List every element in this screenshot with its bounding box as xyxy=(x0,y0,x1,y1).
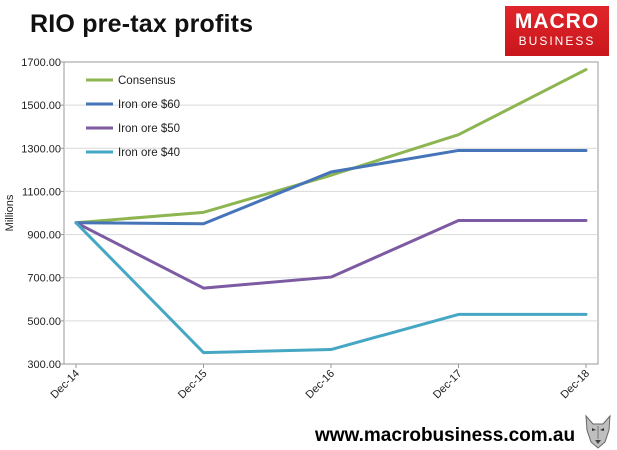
logo-line-1: MACRO xyxy=(514,10,600,33)
y-tick-label: 1300.00 xyxy=(21,143,61,155)
y-tick-label: 1500.00 xyxy=(21,100,61,112)
legend-label: Consensus xyxy=(118,75,176,87)
y-tick-label: 900.00 xyxy=(27,230,61,242)
y-axis-label: Millions xyxy=(4,194,16,231)
y-tick-label: 1100.00 xyxy=(22,186,61,198)
series-lines xyxy=(74,68,588,355)
x-tick-label: Dec-17 xyxy=(431,368,465,402)
legend-label: Iron ore $40 xyxy=(118,147,180,159)
x-tick-label: Dec-15 xyxy=(176,368,210,402)
legend: Consensus Iron ore $60 Iron ore $50 Iron or… xyxy=(86,75,180,159)
y-tick-label: 500.00 xyxy=(27,316,61,328)
x-tick-label: Dec-18 xyxy=(559,368,593,402)
x-tick-label: Dec-16 xyxy=(304,368,338,402)
logo-line-2: BUSINESS xyxy=(518,34,596,48)
legend-label: Iron ore $60 xyxy=(118,99,180,111)
gridlines xyxy=(64,104,598,322)
y-tick-label: 300.00 xyxy=(27,359,61,371)
y-tick-label: 1700.00 xyxy=(21,57,61,69)
y-tick-label: 700.00 xyxy=(27,273,61,285)
series-line-3 xyxy=(74,221,588,355)
y-axis-ticks: 1700.00 1500.00 1300.00 1100.00 900.00 700.00… xyxy=(21,57,64,371)
footer-url: www.macrobusiness.com.au xyxy=(315,425,576,446)
chart-title: RIO pre-tax profits xyxy=(30,10,254,38)
legend-label: Iron ore $50 xyxy=(118,123,180,135)
series-line-1 xyxy=(74,148,588,226)
wolf-logo-icon xyxy=(585,414,611,449)
series-line-0 xyxy=(74,68,588,225)
x-axis-ticks: Dec-14 Dec-15 Dec-16 Dec-17 Dec-18 xyxy=(49,364,593,402)
macrobusiness-logo: MACRO BUSINESS xyxy=(505,6,609,56)
series-line-2 xyxy=(74,219,588,290)
x-tick-label: Dec-14 xyxy=(49,368,83,402)
